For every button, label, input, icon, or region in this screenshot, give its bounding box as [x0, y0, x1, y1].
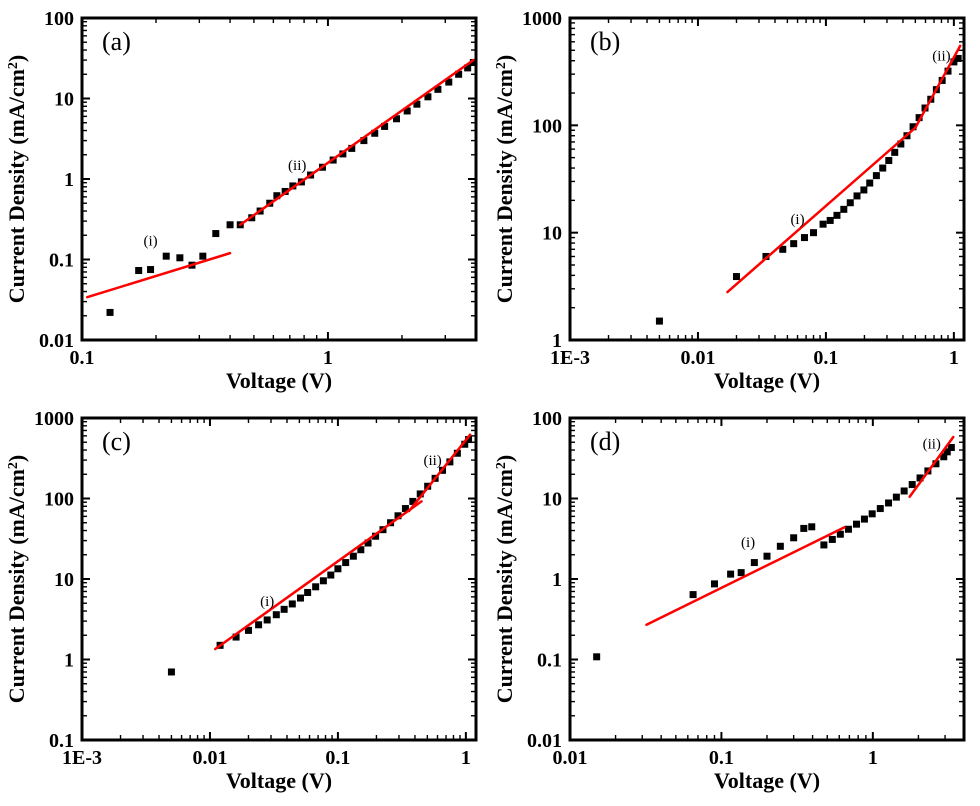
svg-text:(ii): (ii) [423, 453, 441, 469]
svg-text:0.01: 0.01 [680, 347, 715, 369]
svg-text:10: 10 [54, 89, 74, 111]
svg-text:10: 10 [54, 569, 74, 591]
panel-a: 0.110.010.1110100(i)(ii)Voltage (V)Curre… [4, 4, 488, 400]
xlabel: Voltage (V) [714, 368, 820, 393]
svg-text:1: 1 [552, 569, 562, 591]
svg-text:0.01: 0.01 [192, 747, 227, 769]
ylabel: Current Density (mA/cm2) [4, 55, 29, 304]
svg-text:100: 100 [532, 408, 562, 430]
panel-b: 1E-30.010.111101001000(i)(ii)Voltage (V)… [492, 4, 976, 400]
panel-d: 0.010.110.010.1110100(i)(ii)Voltage (V)C… [492, 404, 976, 800]
ylabel: Current Density (mA/cm2) [4, 455, 29, 704]
ylabel: Current Density (mA/cm2) [492, 55, 517, 304]
ylabel: Current Density (mA/cm2) [492, 455, 517, 704]
svg-text:1000: 1000 [34, 408, 74, 430]
svg-text:1: 1 [461, 747, 471, 769]
svg-text:0.1: 0.1 [49, 730, 74, 752]
svg-text:100: 100 [532, 115, 562, 137]
xlabel: Voltage (V) [226, 768, 332, 793]
svg-text:(ii): (ii) [288, 158, 306, 174]
svg-text:0.01: 0.01 [39, 330, 74, 352]
svg-text:0.1: 0.1 [709, 747, 734, 769]
panel-letter: (d) [590, 427, 620, 456]
xlabel: Voltage (V) [226, 368, 332, 393]
figure-4panel: 0.1 1 0.01 0.1 1 10 100 (i) (ii) Voltage (V) Curre… [0, 0, 980, 806]
svg-text:0.1: 0.1 [537, 650, 562, 672]
xlabel: Voltage (V) [714, 768, 820, 793]
svg-text:100: 100 [44, 8, 74, 30]
svg-text:1: 1 [552, 330, 562, 352]
svg-text:(ii): (ii) [923, 436, 941, 452]
svg-text:(i): (i) [260, 594, 274, 610]
svg-text:1: 1 [64, 169, 74, 191]
svg-text:(i): (i) [790, 212, 804, 228]
svg-text:1: 1 [64, 650, 74, 672]
svg-text:10: 10 [542, 223, 562, 245]
svg-text:100: 100 [44, 489, 74, 511]
svg-text:(ii): (ii) [932, 49, 950, 65]
svg-text:0.01: 0.01 [527, 730, 562, 752]
svg-text:(i): (i) [741, 535, 755, 551]
svg-text:1000: 1000 [522, 8, 562, 30]
svg-text:1: 1 [868, 747, 878, 769]
panel-letter: (a) [102, 27, 131, 56]
svg-text:1: 1 [949, 347, 959, 369]
panel-letter: (c) [102, 427, 131, 456]
svg-text:10: 10 [542, 489, 562, 511]
svg-text:1: 1 [323, 347, 333, 369]
panel-letter: (b) [590, 27, 620, 56]
panel-c: 1E-30.010.110.11101001000(i)(ii)Voltage … [4, 404, 488, 800]
svg-text:0.1: 0.1 [813, 347, 838, 369]
svg-text:(i): (i) [143, 233, 157, 249]
svg-text:0.1: 0.1 [325, 747, 350, 769]
svg-text:0.1: 0.1 [49, 250, 74, 272]
